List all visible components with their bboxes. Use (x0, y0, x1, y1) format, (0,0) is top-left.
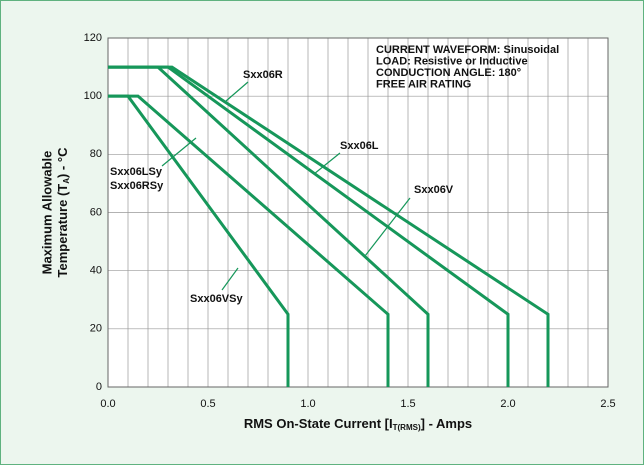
y-axis-label-sub: A (62, 178, 71, 184)
x-axis-label-sub: T(RMS) (393, 423, 421, 432)
leader-line (225, 81, 249, 102)
series-label: Sxx06L (340, 140, 379, 152)
y-axis-label: Maximum Allowable (39, 151, 54, 275)
series-line (108, 65, 430, 387)
note: FREE AIR RATING (376, 78, 471, 90)
x-axis-label-part: ] - Amps (421, 416, 473, 431)
y-axis-label-part: ) - °C (55, 147, 70, 178)
y-axis-label: Temperature (TA) - °C (55, 147, 71, 278)
x-axis-label-part: RMS On-State Current [I (244, 416, 393, 431)
y-tick-label: 100 (84, 90, 102, 102)
note: CONDUCTION ANGLE: 180° (376, 67, 521, 79)
plot-frame (107, 37, 609, 388)
x-tick-label: 2.0 (500, 398, 515, 410)
y-tick-label: 40 (90, 265, 102, 277)
y-tick-label: 80 (90, 148, 102, 160)
series-label: Sxx06LSy (110, 166, 163, 178)
x-tick-label: 2.5 (600, 398, 615, 410)
series-line (108, 94, 290, 387)
leader-line (221, 267, 239, 291)
leader-line (313, 152, 341, 175)
y-tick-label: 120 (84, 32, 102, 44)
series-label: Sxx06V (414, 184, 454, 196)
x-tick-label: 0.5 (200, 398, 215, 410)
y-tick-label: 0 (96, 381, 102, 393)
x-tick-label: 1.0 (300, 398, 315, 410)
series-label: Sxx06VSy (190, 293, 243, 305)
x-tick-label: 1.5 (400, 398, 415, 410)
series-label: Sxx06RSy (110, 180, 164, 192)
y-axis-label-part: Temperature (T (55, 184, 70, 278)
leader-line (161, 137, 197, 167)
x-tick-label: 0.0 (100, 398, 115, 410)
y-tick-label: 20 (90, 323, 102, 335)
y-tick-label: 60 (90, 206, 102, 218)
note: LOAD: Resistive or Inductive (376, 55, 528, 67)
x-axis-label: RMS On-State Current [IT(RMS)] - Amps (244, 416, 472, 432)
leader-line (364, 197, 411, 257)
series-label: Sxx06R (243, 69, 283, 81)
note: CURRENT WAVEFORM: Sinusoidal (376, 44, 559, 56)
